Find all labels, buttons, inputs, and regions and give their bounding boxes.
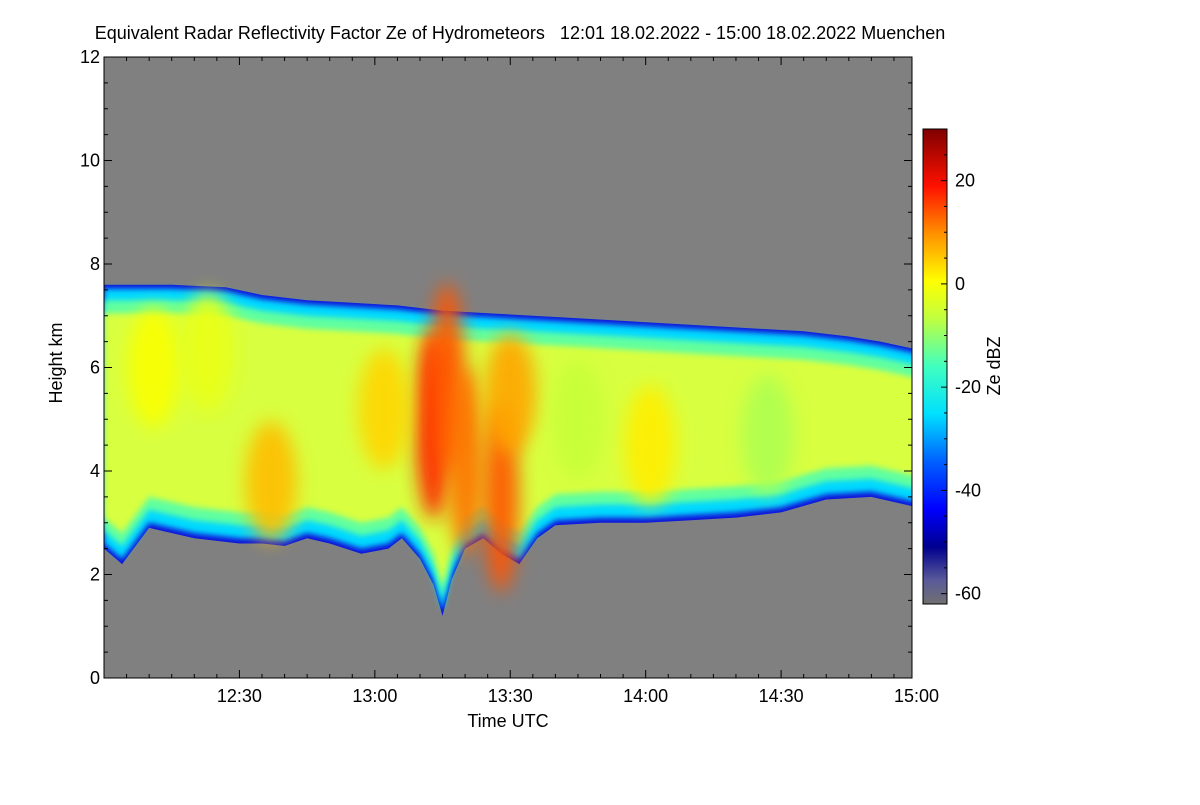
y-tick-label: 6: [90, 358, 100, 378]
colorbar-tick-label: 20: [955, 171, 975, 191]
reflectivity-core-2: [447, 365, 484, 556]
x-tick-label: 13:00: [352, 686, 397, 706]
x-tick-label: 14:00: [623, 686, 668, 706]
colorbar-tick-label: -60: [955, 584, 981, 604]
colorbar-label: Ze dBZ: [984, 336, 1004, 395]
y-tick-label: 0: [90, 668, 100, 688]
reflectivity-core-7: [127, 307, 180, 428]
x-tick-label: 15:00: [894, 686, 939, 706]
chart-title: Equivalent Radar Reflectivity Factor Ze …: [95, 23, 946, 43]
x-tick-label: 14:30: [759, 686, 804, 706]
y-tick-label: 8: [90, 254, 100, 274]
x-axis: 12:30 13:00 13:30 14:00 14:30 15:00: [103, 57, 939, 706]
y-axis-label: Height km: [46, 322, 66, 403]
y-tick-label: 12: [80, 47, 100, 67]
reflectivity-core-6: [245, 421, 297, 542]
colorbar-tick-label: -40: [955, 480, 981, 500]
y-tick-label: 4: [90, 461, 100, 481]
y-tick-label: 10: [80, 151, 100, 171]
colorbar-tick-label: -20: [955, 377, 981, 397]
colorbar-ticks: 20 0 -20 -40 -60: [941, 128, 981, 604]
y-axis: 0 2 4 6 8 10 12: [80, 47, 912, 688]
echo-layer: [104, 282, 912, 616]
reflectivity-core-9: [624, 385, 677, 506]
reflectivity-core-11: [741, 374, 794, 495]
colorbar: [922, 128, 948, 605]
x-axis-label: Time UTC: [467, 711, 548, 731]
reflectivity-core-8: [181, 292, 234, 412]
x-tick-label: 12:30: [217, 686, 262, 706]
y-tick-label: 2: [90, 565, 100, 585]
colorbar-tick-label: 0: [955, 274, 965, 294]
reflectivity-core-5: [357, 348, 410, 469]
reflectivity-core-4: [484, 333, 537, 454]
x-tick-label: 13:30: [488, 686, 533, 706]
reflectivity-core-10: [552, 359, 604, 480]
